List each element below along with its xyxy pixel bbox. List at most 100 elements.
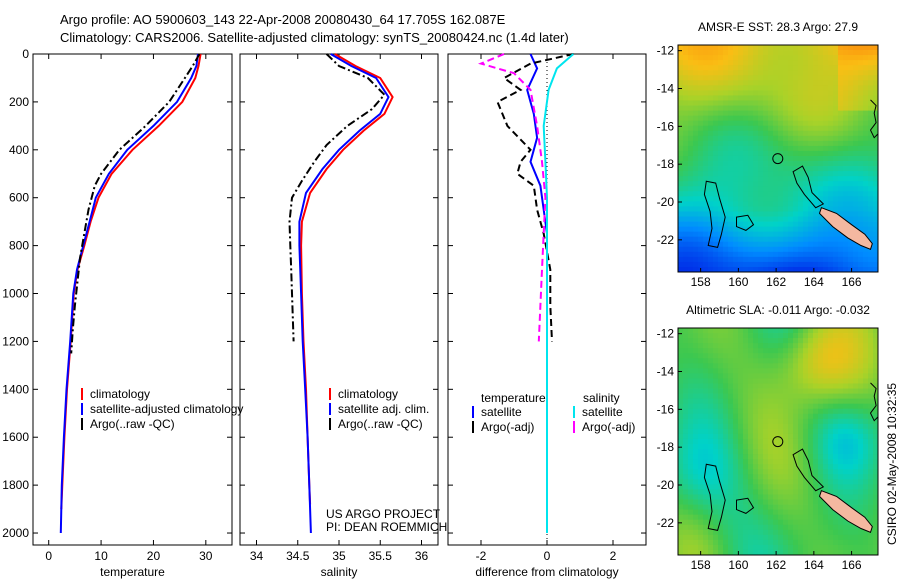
heatmap-cell xyxy=(728,85,734,91)
heatmap-cell xyxy=(738,338,744,344)
heatmap-cell xyxy=(748,110,754,117)
heatmap-cell xyxy=(683,444,689,450)
heatmap-cell xyxy=(733,363,739,369)
heatmap-cell xyxy=(823,383,829,389)
heatmap-cell xyxy=(788,494,794,500)
x-tick-label: 34.5 xyxy=(286,549,310,563)
heatmap-cell xyxy=(738,100,744,106)
heatmap-cell xyxy=(798,261,804,268)
heatmap-cell xyxy=(853,403,859,410)
heatmap-cell xyxy=(798,50,804,56)
heatmap-cell xyxy=(718,413,724,420)
heatmap-cell xyxy=(833,191,839,197)
heatmap-cell xyxy=(843,155,849,162)
heatmap-cell xyxy=(838,494,844,500)
heatmap-cell xyxy=(718,514,724,521)
heatmap-cell xyxy=(718,494,724,500)
heatmap-cell xyxy=(688,211,694,217)
heatmap-cell xyxy=(788,489,794,495)
heatmap-cell xyxy=(693,211,699,217)
heatmap-cell xyxy=(818,539,824,546)
heatmap-cell xyxy=(723,534,729,541)
heatmap-cell xyxy=(708,45,714,51)
heatmap-cell xyxy=(833,110,839,117)
heatmap-cell xyxy=(733,348,739,354)
heatmap-cell xyxy=(713,383,719,389)
heatmap-cell xyxy=(828,231,834,238)
heatmap-cell xyxy=(813,348,819,354)
heatmap-cell xyxy=(808,251,814,258)
heatmap-cell xyxy=(743,110,749,117)
heatmap-cell xyxy=(743,383,749,389)
heatmap-cell xyxy=(808,373,814,379)
heatmap-cell xyxy=(773,353,779,359)
heatmap-cell xyxy=(763,80,769,86)
heatmap-cell xyxy=(748,474,754,480)
heatmap-cell xyxy=(748,373,754,379)
heatmap-cell xyxy=(768,80,774,86)
heatmap-cell xyxy=(868,358,874,364)
heatmap-cell xyxy=(838,95,844,101)
heatmap-cell xyxy=(688,328,694,334)
heatmap-cell xyxy=(813,266,819,272)
heatmap-cell xyxy=(783,383,789,389)
heatmap-cell xyxy=(763,75,769,81)
heatmap-cell xyxy=(843,539,849,546)
heatmap-cell xyxy=(728,489,734,495)
heatmap-cell xyxy=(728,145,734,152)
heatmap-cell xyxy=(683,358,689,364)
heatmap-cell xyxy=(728,449,734,455)
heatmap-cell xyxy=(858,534,864,541)
heatmap-cell xyxy=(798,353,804,359)
heatmap-cell xyxy=(833,438,839,445)
heatmap-cell xyxy=(803,80,809,86)
heatmap-cell xyxy=(708,221,714,227)
heatmap-cell xyxy=(783,115,789,122)
heatmap-cell xyxy=(763,216,769,222)
heatmap-cell xyxy=(828,256,834,263)
heatmap-cell xyxy=(733,55,739,61)
heatmap-cell xyxy=(833,398,839,405)
heatmap-cell xyxy=(733,176,739,182)
heatmap-cell xyxy=(753,378,759,384)
heatmap-cell xyxy=(693,534,699,541)
heatmap-cell xyxy=(813,418,819,425)
heatmap-cell xyxy=(838,403,844,410)
heatmap-cell xyxy=(813,120,819,127)
heatmap-cell xyxy=(768,469,774,475)
heatmap-cell xyxy=(823,105,829,111)
heatmap-cell xyxy=(803,529,809,536)
heatmap-cell xyxy=(738,75,744,81)
heatmap-cell xyxy=(873,186,878,192)
heatmap-cell xyxy=(703,256,709,263)
heatmap-cell xyxy=(868,75,874,81)
heatmap-cell xyxy=(763,539,769,546)
heatmap-cell xyxy=(688,55,694,61)
heatmap-cell xyxy=(713,155,719,162)
heatmap-cell xyxy=(773,509,779,516)
heatmap-cell xyxy=(698,544,704,551)
heatmap-cell xyxy=(768,388,774,394)
heatmap-cell xyxy=(853,459,859,465)
heatmap-cell xyxy=(723,166,729,172)
heatmap-cell xyxy=(803,191,809,197)
heatmap-cell xyxy=(678,150,684,157)
heatmap-cell xyxy=(748,50,754,56)
heatmap-cell xyxy=(833,529,839,536)
reef-outline-north xyxy=(792,448,825,492)
x-tick-label: 0 xyxy=(45,549,52,563)
heatmap-cell xyxy=(868,459,874,465)
heatmap-cell xyxy=(683,55,689,61)
heatmap-cell xyxy=(738,454,744,460)
heatmap-cell xyxy=(743,191,749,197)
heatmap-cell xyxy=(703,211,709,217)
heatmap-cell xyxy=(678,333,684,339)
heatmap-cell xyxy=(868,261,874,268)
heatmap-cell xyxy=(818,135,824,142)
heatmap-cell xyxy=(833,236,839,243)
heatmap-cell xyxy=(823,145,829,152)
heatmap-cell xyxy=(853,338,859,344)
series-line xyxy=(542,53,575,533)
heatmap-cell xyxy=(698,428,704,435)
heatmap-cell xyxy=(698,433,704,440)
